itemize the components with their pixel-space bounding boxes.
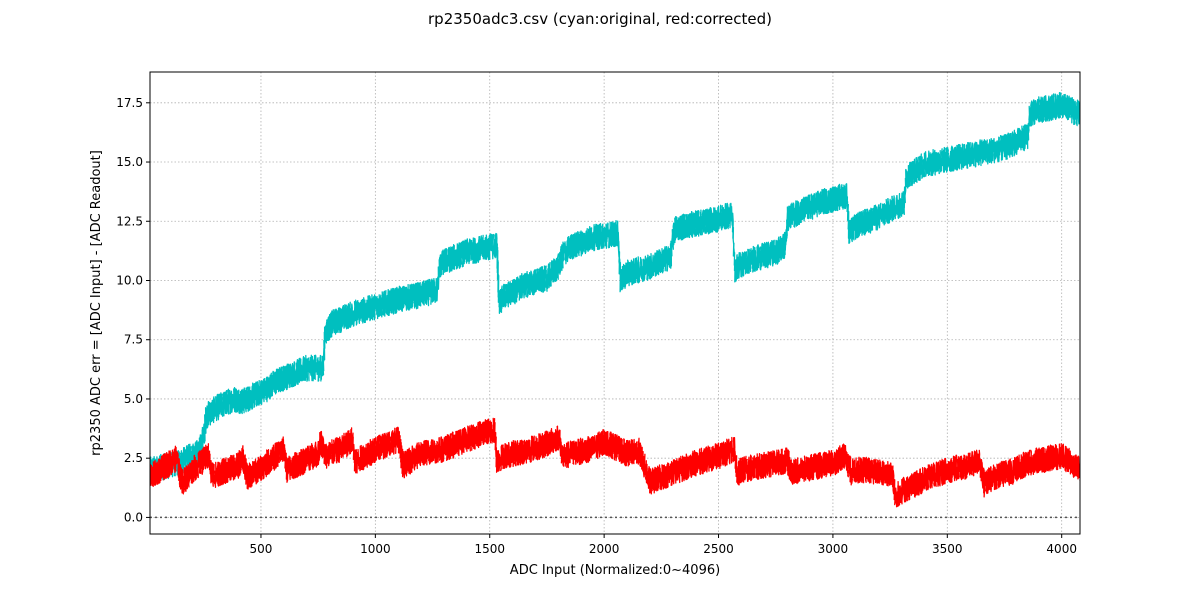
x-tick-label: 4000 xyxy=(1046,542,1077,556)
y-tick-label: 17.5 xyxy=(116,96,143,110)
series-line-1 xyxy=(150,417,1080,508)
plot-series xyxy=(150,92,1080,508)
x-axis-label: ADC Input (Normalized:0~4096) xyxy=(510,563,720,578)
series-line-0 xyxy=(150,92,1080,482)
x-tick-label: 3000 xyxy=(818,542,849,556)
plot-area-frame xyxy=(149,71,1081,535)
x-tick-label: 500 xyxy=(250,542,273,556)
y-tick-label: 12.5 xyxy=(116,214,143,228)
y-tick-label: 5.0 xyxy=(124,392,143,406)
y-axis-label: rp2350 ADC err = [ADC Input] - [ADC Read… xyxy=(89,150,104,456)
chart-title: rp2350adc3.csv (cyan:original, red:corre… xyxy=(428,10,772,28)
x-tick-label: 1500 xyxy=(474,542,505,556)
x-tick-label: 3500 xyxy=(932,542,963,556)
x-axis-ticks: 500 1000 1500 2000 2500 3000 3500 4000 xyxy=(250,534,1077,556)
y-tick-label: 7.5 xyxy=(124,333,143,347)
y-tick-label: 10.0 xyxy=(116,273,143,287)
x-tick-label: 2500 xyxy=(703,542,734,556)
y-tick-label: 15.0 xyxy=(116,155,143,169)
y-axis-ticks: 0.0 2.5 5.0 7.5 10.0 12.5 15.0 17.5 xyxy=(116,96,150,524)
x-tick-label: 2000 xyxy=(589,542,620,556)
x-tick-label: 1000 xyxy=(360,542,391,556)
y-tick-label: 2.5 xyxy=(124,451,143,465)
y-tick-label: 0.0 xyxy=(124,510,143,524)
